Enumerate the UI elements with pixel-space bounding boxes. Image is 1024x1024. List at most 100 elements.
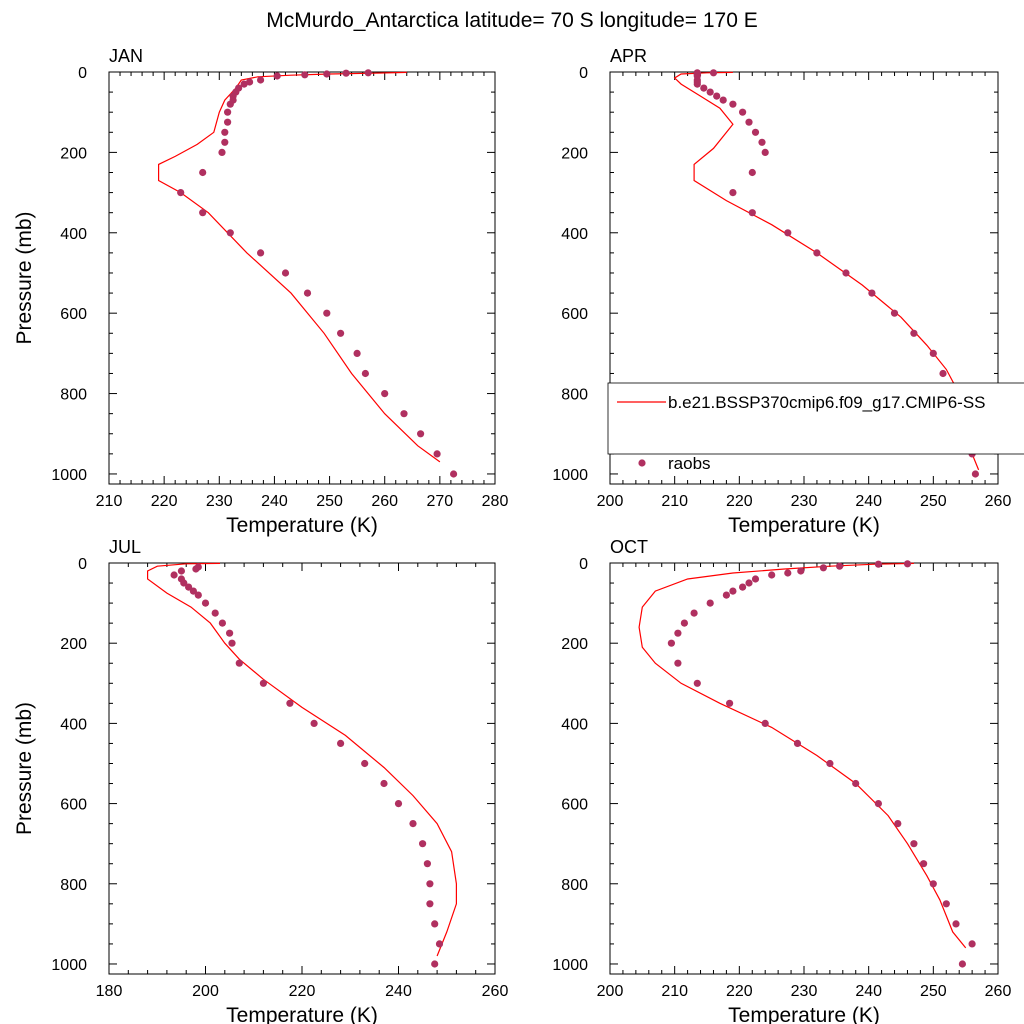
x-tick-label: 200	[597, 493, 624, 510]
raobs-point	[224, 108, 232, 116]
raobs-point	[226, 229, 234, 237]
raobs-point	[819, 564, 828, 572]
x-tick-label: 210	[96, 493, 123, 510]
y-tick-label: 800	[561, 877, 588, 894]
model-profile-line	[158, 71, 441, 463]
x-tick-label: 210	[661, 983, 688, 1000]
raobs-point	[793, 739, 802, 748]
raobs-point	[337, 739, 345, 748]
raobs-point	[417, 430, 425, 438]
raobs-point	[929, 349, 937, 357]
raobs-point	[323, 309, 331, 317]
x-axis-label: Temperature (K)	[728, 1004, 880, 1024]
y-tick-label: 200	[561, 636, 588, 653]
legend-obs-marker	[638, 459, 646, 467]
raobs-point	[194, 591, 202, 599]
panel-title: APR	[610, 46, 647, 66]
raobs-point	[257, 249, 265, 257]
x-tick-label: 220	[726, 983, 753, 1000]
raobs-point	[257, 76, 265, 84]
raobs-point	[450, 470, 458, 478]
x-tick-label: 240	[385, 983, 412, 1000]
panel-apr: APR 200 210 220 230 240 250 260 0 200 400 600 800 100…	[552, 46, 1011, 537]
raobs-point	[748, 209, 756, 217]
panel-jul: JUL 180 200 220 240 260 0 200 400 600 800 1000 Tempe…	[13, 537, 508, 1024]
raobs-point	[874, 560, 883, 568]
x-tick-label: 180	[96, 983, 123, 1000]
raobs-point	[218, 148, 226, 156]
x-tick-label: 220	[726, 493, 753, 510]
panel-title: JUL	[109, 537, 141, 557]
legend-obs-label: raobs	[668, 454, 711, 473]
plot-frame	[609, 562, 999, 975]
raobs-point	[680, 619, 689, 627]
raobs-point	[739, 108, 747, 116]
model-profile-line	[638, 562, 967, 949]
x-tick-label: 260	[482, 983, 509, 1000]
raobs-point	[748, 168, 756, 177]
raobs-point	[874, 800, 883, 808]
raobs-point	[719, 96, 727, 104]
raobs-point	[221, 138, 229, 146]
raobs-point	[224, 118, 232, 126]
raobs-point	[709, 69, 718, 77]
y-tick-label: 200	[60, 636, 87, 653]
raobs-point	[674, 629, 682, 637]
raobs-point	[826, 759, 834, 768]
raobs-point	[240, 80, 248, 88]
raobs-point	[739, 583, 747, 591]
x-tick-label: 260	[371, 493, 398, 510]
raobs-point	[221, 128, 229, 136]
raobs-point	[235, 659, 243, 667]
y-tick-label: 800	[561, 387, 588, 404]
raobs-point	[868, 289, 876, 297]
panel-title: OCT	[610, 537, 648, 557]
raobs-point	[199, 209, 207, 217]
raobs-point	[423, 860, 431, 868]
y-axis-label: Pressure (mb)	[13, 702, 36, 835]
x-axis-label: Temperature (K)	[226, 1004, 378, 1024]
raobs-point	[286, 699, 294, 707]
x-tick-label: 210	[661, 493, 688, 510]
model-profile-line	[147, 562, 457, 957]
raobs-point	[751, 128, 760, 136]
raobs-point	[903, 560, 912, 568]
raobs-point	[273, 72, 281, 80]
raobs-point	[361, 369, 369, 378]
raobs-point	[968, 940, 976, 948]
raobs-point	[353, 349, 361, 357]
x-tick-label: 220	[151, 493, 178, 510]
raobs-point	[170, 571, 178, 579]
y-tick-label: 0	[78, 556, 87, 573]
raobs-point	[400, 410, 408, 418]
raobs-point	[971, 470, 980, 478]
raobs-point	[435, 940, 444, 948]
raobs-point	[426, 900, 434, 908]
raobs-point	[797, 567, 805, 575]
legend-model-label: b.e21.BSSP370cmip6.f09_g17.CMIP6-SS	[668, 393, 986, 412]
y-tick-label: 1000	[51, 957, 87, 974]
raobs-point	[722, 591, 731, 599]
raobs-point	[211, 609, 219, 617]
x-tick-label: 260	[985, 983, 1012, 1000]
y-tick-label: 800	[60, 387, 87, 404]
raobs-point	[745, 118, 753, 126]
y-tick-label: 600	[561, 797, 588, 814]
raobs-point	[364, 69, 372, 77]
raobs-point	[729, 100, 737, 108]
raobs-point	[218, 619, 226, 627]
plot-frame	[108, 562, 496, 975]
raobs-point	[713, 92, 721, 100]
raobs-point	[394, 800, 403, 808]
raobs-point	[177, 189, 185, 197]
y-tick-label: 800	[60, 877, 87, 894]
y-tick-label: 1000	[552, 467, 588, 484]
raobs-point	[380, 779, 388, 788]
y-tick-label: 400	[60, 716, 87, 733]
raobs-point	[690, 609, 698, 617]
raobs-point	[693, 679, 701, 687]
raobs-point	[745, 579, 753, 587]
plot-frame	[108, 71, 496, 485]
y-tick-label: 0	[579, 65, 588, 82]
